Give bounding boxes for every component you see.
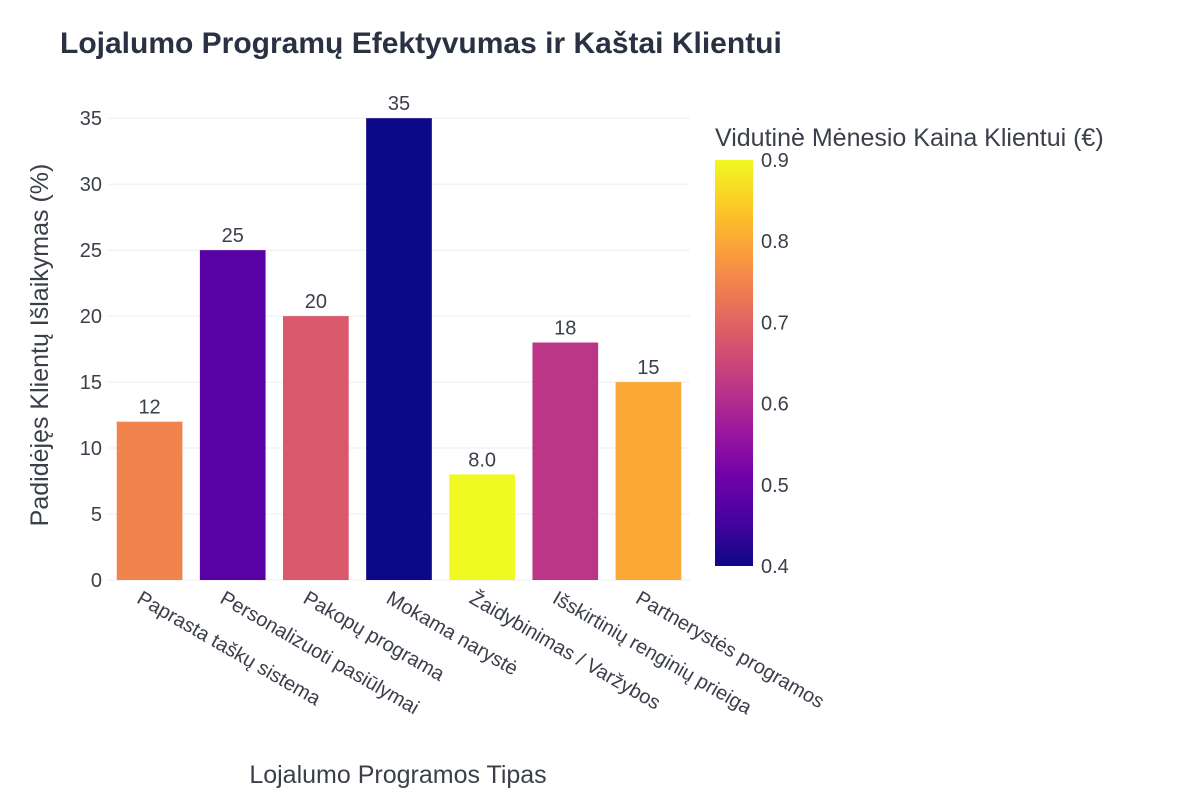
y-tick-label: 15 (80, 372, 102, 394)
x-axis-title: Lojalumo Programos Tipas (249, 761, 546, 789)
data-label: 25 (222, 225, 244, 247)
bar (615, 382, 682, 580)
colorbar-tick-label: 0.4 (761, 556, 789, 578)
colorbar-gradient (715, 160, 753, 566)
colorbar-tick-label: 0.9 (761, 150, 789, 172)
y-axis-title: Padidėjęs Klientų Išlaikymas (%) (26, 164, 54, 527)
colorbar-tick-label: 0.6 (761, 394, 789, 416)
colorbar-title: Vidutinė Mėnesio Kaina Klientui (€) (715, 124, 1104, 152)
bar (199, 250, 266, 580)
y-axis-ticks: 0 5 10 15 20 25 30 35 (80, 108, 102, 592)
data-labels: 12 25 20 35 8.0 18 15 (138, 93, 659, 471)
bar (449, 474, 515, 580)
y-tick-label: 25 (80, 240, 102, 262)
y-tick-label: 5 (91, 504, 102, 526)
y-tick-label: 35 (80, 108, 102, 130)
bar (532, 342, 599, 580)
y-tick-label: 30 (80, 174, 102, 196)
colorbar: Vidutinė Mėnesio Kaina Klientui (€) 0.40… (715, 124, 1104, 578)
y-tick-label: 20 (80, 306, 102, 328)
colorbar-tick-label: 0.7 (761, 312, 789, 334)
data-label: 15 (637, 357, 659, 379)
data-label: 35 (388, 93, 410, 115)
data-label: 12 (138, 397, 160, 419)
bars (116, 118, 682, 580)
data-label: 8.0 (468, 449, 496, 471)
colorbar-ticks: 0.4 0.5 0.6 0.7 0.8 0.9 (761, 150, 789, 578)
bar (366, 118, 432, 580)
y-tick-label: 0 (91, 570, 102, 592)
bar (116, 421, 183, 580)
data-label: 18 (554, 318, 576, 340)
colorbar-tick-label: 0.8 (761, 231, 789, 253)
chart-title: Lojalumo Programų Efektyvumas ir Kaštai … (60, 27, 782, 60)
colorbar-tick-label: 0.5 (761, 475, 789, 497)
bar (283, 316, 349, 580)
y-tick-label: 10 (80, 438, 102, 460)
data-label: 20 (305, 291, 327, 313)
